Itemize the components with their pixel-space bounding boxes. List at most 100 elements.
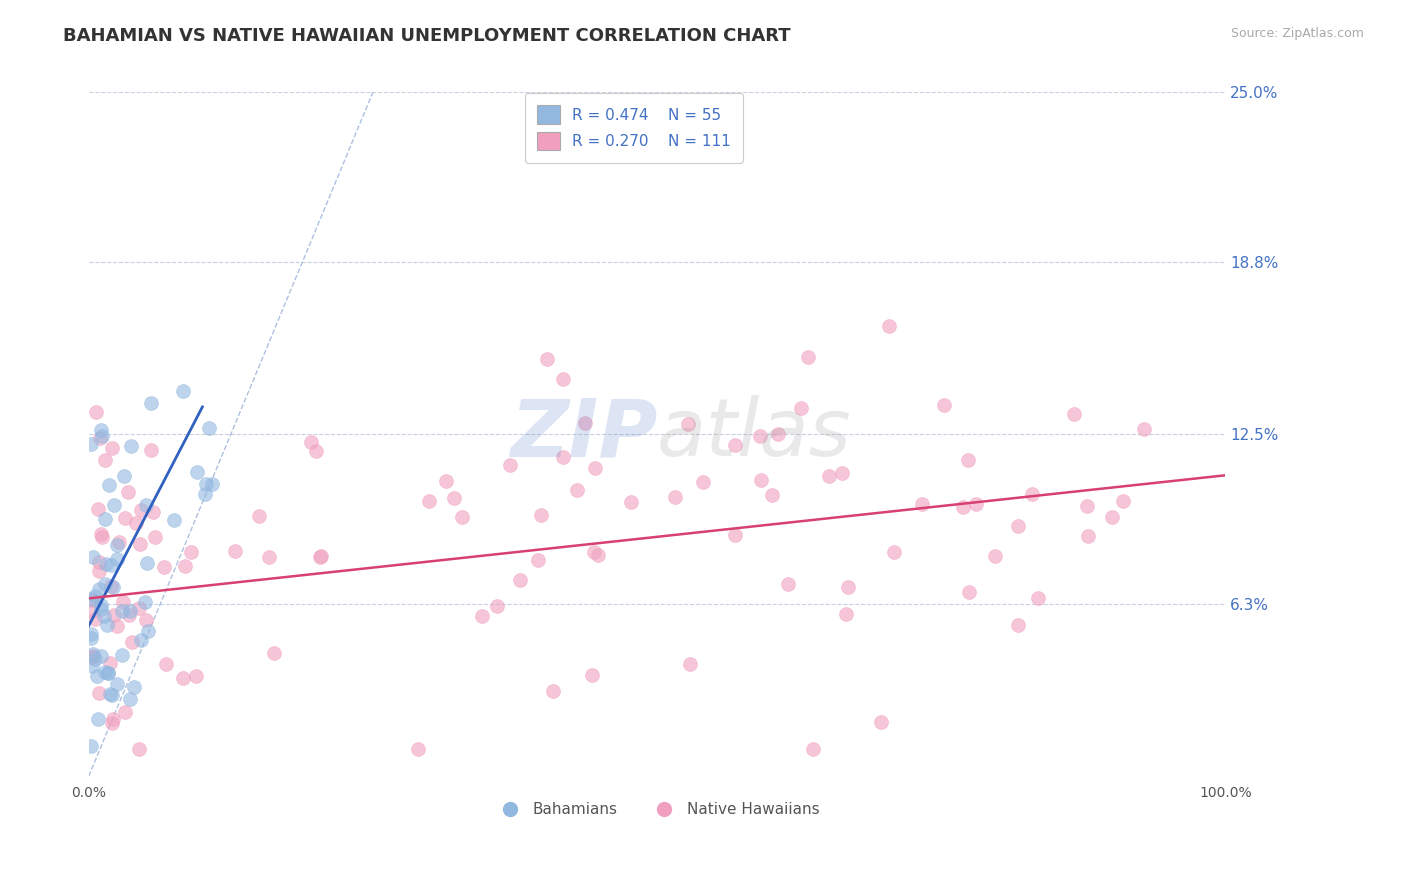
Point	[101, 712, 124, 726]
Point	[143, 530, 166, 544]
Point	[1007, 618, 1029, 632]
Point	[443, 491, 465, 505]
Point	[201, 476, 224, 491]
Point	[723, 528, 745, 542]
Point	[155, 657, 177, 671]
Point	[121, 635, 143, 649]
Point	[574, 416, 596, 430]
Point	[471, 609, 494, 624]
Point	[84, 612, 107, 626]
Point	[101, 689, 124, 703]
Point	[91, 530, 114, 544]
Point	[97, 665, 120, 680]
Point	[139, 443, 162, 458]
Text: atlas: atlas	[657, 395, 852, 474]
Text: ZIP: ZIP	[509, 395, 657, 474]
Point	[173, 559, 195, 574]
Point	[530, 508, 553, 523]
Point	[934, 398, 956, 412]
Legend: Bahamians, Native Hawaiians: Bahamians, Native Hawaiians	[489, 796, 825, 823]
Point	[135, 613, 157, 627]
Point	[247, 508, 270, 523]
Point	[128, 741, 150, 756]
Point	[90, 527, 112, 541]
Point	[105, 619, 128, 633]
Point	[100, 558, 122, 572]
Point	[105, 552, 128, 566]
Point	[186, 669, 208, 683]
Point	[1111, 494, 1133, 508]
Point	[97, 665, 120, 680]
Point	[1133, 422, 1156, 436]
Point	[135, 498, 157, 512]
Point	[263, 646, 285, 660]
Point	[128, 601, 150, 615]
Point	[527, 553, 550, 567]
Point	[87, 555, 110, 569]
Point	[1077, 529, 1099, 543]
Point	[664, 491, 686, 505]
Point	[797, 350, 820, 364]
Point	[835, 607, 858, 621]
Point	[100, 579, 122, 593]
Point	[118, 607, 141, 622]
Point	[869, 714, 891, 729]
Point	[305, 444, 328, 458]
Point	[89, 685, 111, 699]
Point	[766, 426, 789, 441]
Point	[186, 465, 208, 479]
Point	[761, 488, 783, 502]
Point	[129, 633, 152, 648]
Point	[111, 648, 134, 663]
Point	[194, 476, 217, 491]
Point	[583, 545, 606, 559]
Point	[801, 741, 824, 756]
Point	[1076, 499, 1098, 513]
Point	[129, 503, 152, 517]
Point	[541, 683, 564, 698]
Point	[257, 549, 280, 564]
Point	[153, 559, 176, 574]
Point	[97, 478, 120, 492]
Point	[172, 384, 194, 398]
Point	[837, 580, 859, 594]
Point	[84, 405, 107, 419]
Point	[1007, 519, 1029, 533]
Point	[114, 511, 136, 525]
Point	[80, 631, 103, 645]
Point	[108, 535, 131, 549]
Point	[80, 436, 103, 450]
Point	[96, 618, 118, 632]
Point	[98, 687, 121, 701]
Point	[105, 538, 128, 552]
Point	[952, 500, 974, 514]
Point	[434, 474, 457, 488]
Point	[120, 439, 142, 453]
Text: BAHAMIAN VS NATIVE HAWAIIAN UNEMPLOYMENT CORRELATION CHART: BAHAMIAN VS NATIVE HAWAIIAN UNEMPLOYMENT…	[63, 27, 792, 45]
Point	[1101, 510, 1123, 524]
Point	[451, 510, 474, 524]
Point	[818, 469, 841, 483]
Point	[581, 668, 603, 682]
Point	[194, 487, 217, 501]
Point	[620, 494, 643, 508]
Point	[586, 549, 609, 563]
Point	[125, 516, 148, 530]
Point	[82, 650, 104, 665]
Point	[965, 497, 987, 511]
Point	[80, 739, 103, 753]
Point	[585, 460, 607, 475]
Point	[112, 469, 135, 483]
Point	[101, 580, 124, 594]
Point	[87, 501, 110, 516]
Point	[105, 677, 128, 691]
Point	[101, 442, 124, 456]
Point	[98, 657, 121, 671]
Point	[103, 608, 125, 623]
Point	[748, 429, 770, 443]
Point	[198, 421, 221, 435]
Point	[82, 649, 104, 664]
Point	[93, 609, 115, 624]
Point	[82, 648, 104, 662]
Point	[883, 545, 905, 559]
